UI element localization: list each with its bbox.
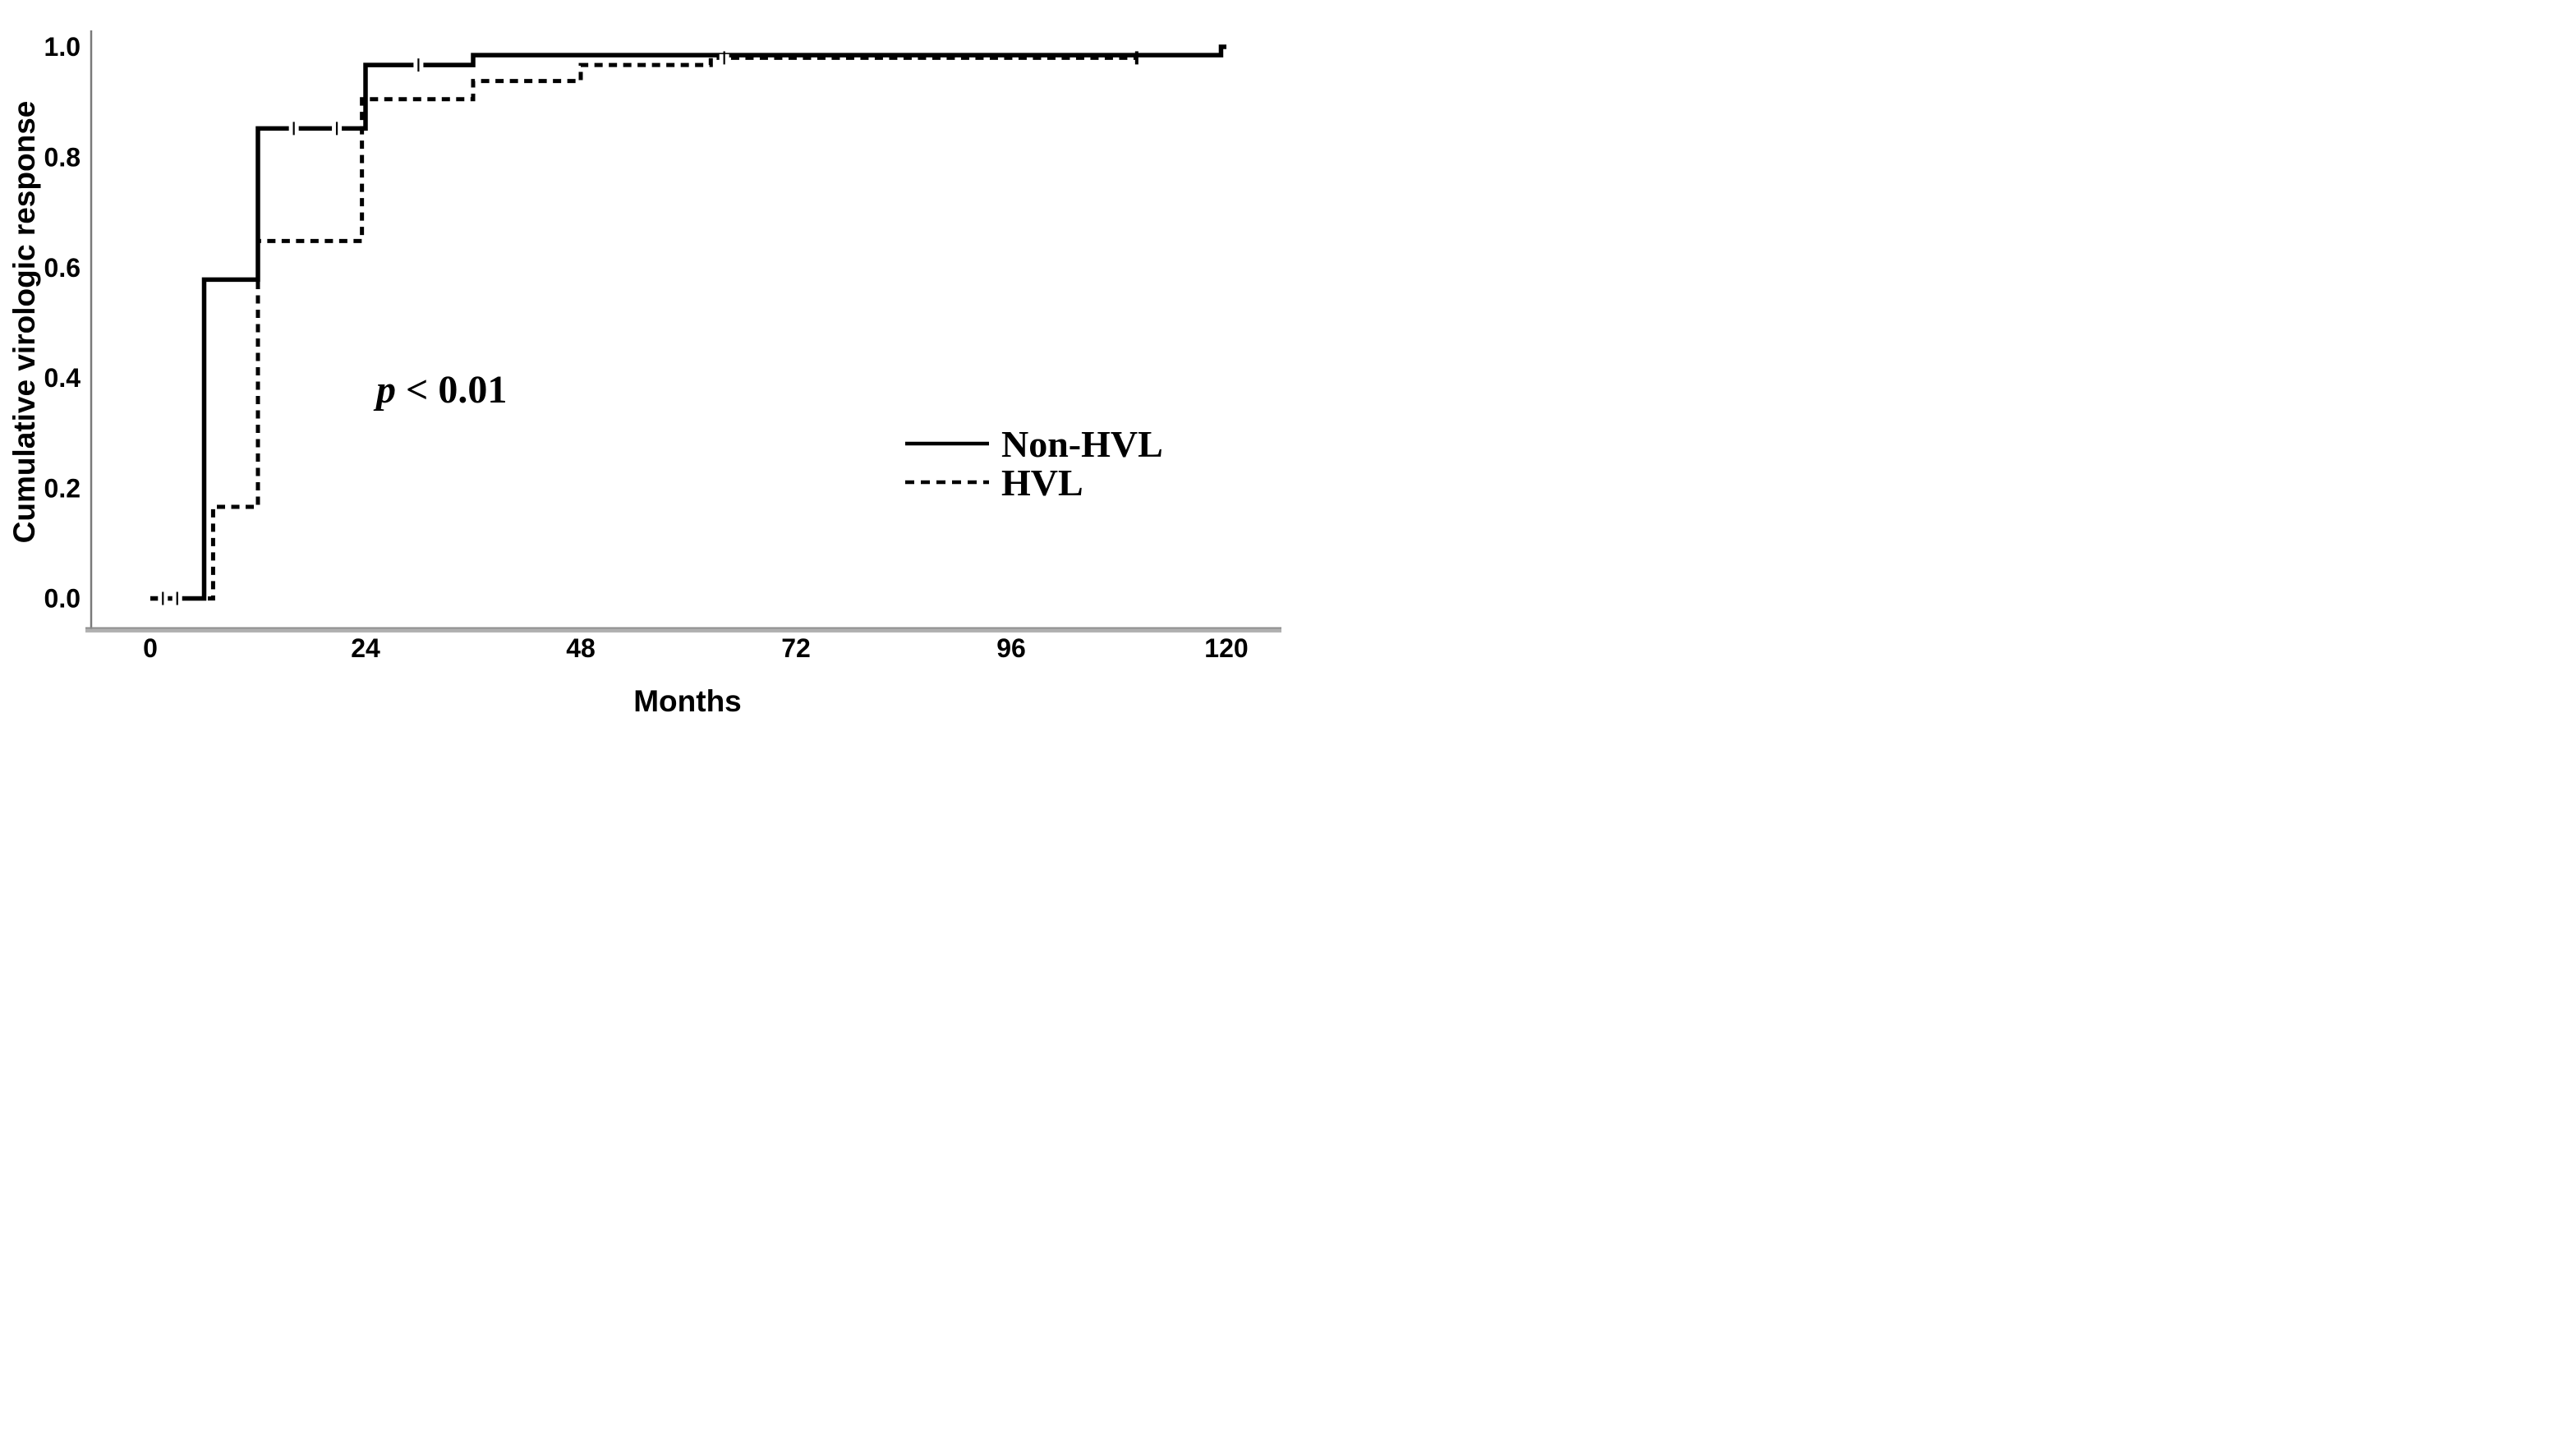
x-tick-label-96: 96 xyxy=(996,633,1026,663)
legend-label-non-hvl: Non-HVL xyxy=(1001,423,1163,465)
y-tick-label-0.8: 0.8 xyxy=(44,143,80,173)
y-tick-label-0.2: 0.2 xyxy=(44,473,80,503)
y-tick-label-0.0: 0.0 xyxy=(44,584,80,614)
x-tick-label-0: 0 xyxy=(143,633,158,663)
hvl-curve xyxy=(150,55,1137,600)
x-axis-title: Months xyxy=(633,684,742,716)
curve-layer xyxy=(150,44,1226,601)
y-axis-line xyxy=(90,30,93,629)
x-tick-label-48: 48 xyxy=(566,633,596,663)
x-tick-label-72: 72 xyxy=(781,633,811,663)
censor-mark-non-hvl xyxy=(172,591,182,605)
censor-mark-hvl xyxy=(719,51,729,65)
censor-mark-non-hvl xyxy=(413,58,424,72)
y-axis-title: Cumulative virologic response xyxy=(7,101,41,544)
y-tick-label-1.0: 1.0 xyxy=(44,32,80,62)
p-symbol: p xyxy=(373,368,396,412)
x-axis-edge xyxy=(85,627,1281,629)
y-tick-label-0.6: 0.6 xyxy=(44,253,80,283)
censor-mark-non-hvl xyxy=(332,122,343,136)
x-tick-label-120: 120 xyxy=(1204,633,1248,663)
non-hvl-curve xyxy=(150,44,1226,601)
x-tick-label-24: 24 xyxy=(351,633,380,663)
censor-layer xyxy=(158,51,1138,605)
censor-mark-non-hvl xyxy=(288,122,299,136)
cumulative-response-chart: 1.0 0.8 0.6 0.4 0.2 0.0 0 24 48 72 96 12… xyxy=(7,30,1281,716)
y-tick-label-0.4: 0.4 xyxy=(44,363,81,393)
legend: Non-HVL HVL xyxy=(905,423,1163,504)
legend-label-hvl: HVL xyxy=(1001,462,1083,504)
p-value-annotation: p < 0.01 xyxy=(373,368,507,412)
km-curve-figure: 1.0 0.8 0.6 0.4 0.2 0.0 0 24 48 72 96 12… xyxy=(0,0,1288,716)
x-axis-line xyxy=(85,628,1281,633)
censor-mark-non-hvl xyxy=(158,591,168,605)
p-comparison: < 0.01 xyxy=(396,368,507,412)
